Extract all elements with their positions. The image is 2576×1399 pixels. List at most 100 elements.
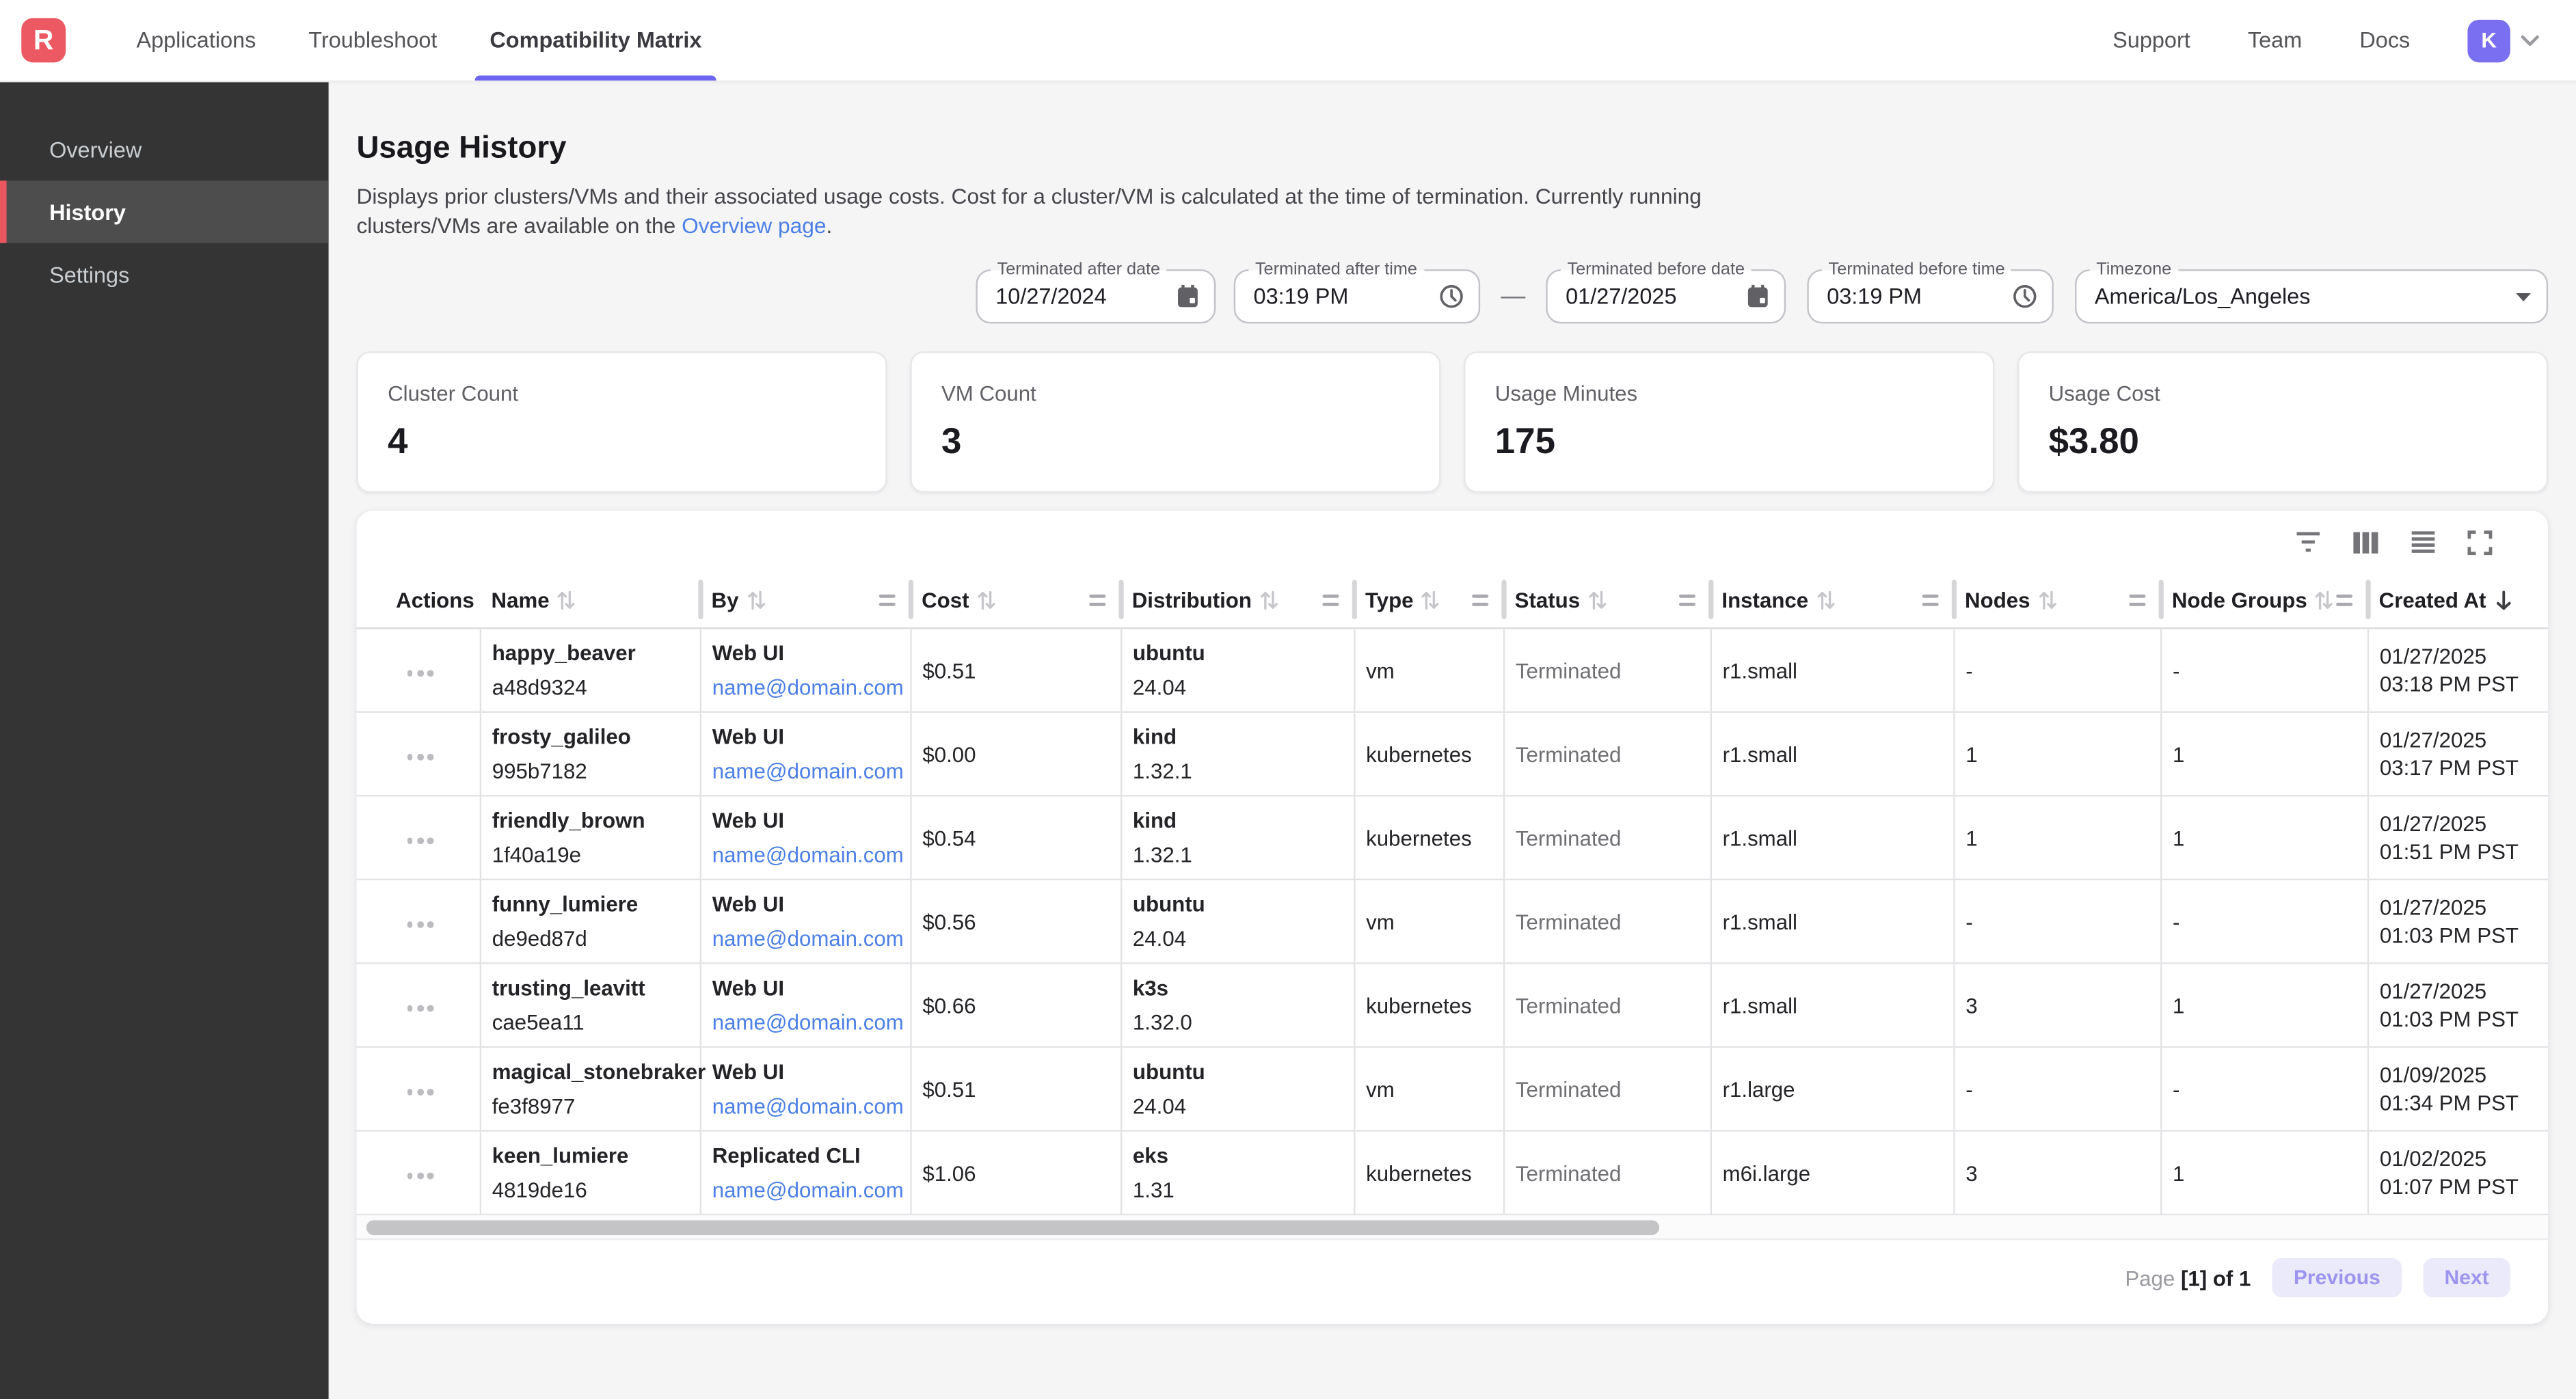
sidebar-item-settings[interactable]: Settings: [0, 243, 329, 305]
horizontal-scrollbar[interactable]: [356, 1215, 2548, 1240]
column-header-node-groups[interactable]: Node Groups: [2160, 573, 2367, 629]
row-actions-button[interactable]: [404, 664, 437, 683]
created-date: 01/09/2025: [2380, 1061, 2542, 1089]
created-time: 01:34 PM PST: [2380, 1089, 2542, 1117]
stat-value: 4: [388, 420, 856, 463]
column-resize-handle[interactable]: [1322, 595, 1339, 606]
terminated-after-date-field[interactable]: Terminated after date 10/27/2024: [976, 269, 1216, 323]
row-actions-button[interactable]: [404, 832, 437, 851]
nodes-cell: -: [1953, 628, 2160, 712]
terminated-before-date-field[interactable]: Terminated before date 01/27/2025: [1546, 269, 1786, 323]
column-resize-handle[interactable]: [1922, 595, 1939, 606]
fullscreen-icon[interactable]: [2466, 528, 2494, 556]
column-header-distribution[interactable]: Distribution: [1121, 573, 1354, 629]
row-actions-button[interactable]: [404, 748, 437, 767]
columns-icon[interactable]: [2351, 528, 2379, 556]
sort-icon[interactable]: [1422, 590, 1440, 611]
column-header-name[interactable]: Name: [480, 573, 700, 629]
terminated-after-time-field[interactable]: Terminated after time 03:19 PM: [1234, 269, 1480, 323]
sort-icon[interactable]: [747, 590, 764, 611]
clock-icon[interactable]: [2013, 284, 2037, 309]
scrollbar-thumb[interactable]: [366, 1219, 1659, 1234]
timezone-select[interactable]: Timezone America/Los_Angeles: [2075, 269, 2548, 323]
sort-icon[interactable]: [1260, 590, 1278, 611]
sort-icon[interactable]: [1816, 590, 1834, 611]
terminated-before-time-field[interactable]: Terminated before time 03:19 PM: [1807, 269, 2053, 323]
nav-item-team[interactable]: Team: [2248, 28, 2302, 53]
email-link[interactable]: name@domain.com: [712, 842, 904, 867]
sort-icon[interactable]: [1588, 590, 1606, 611]
cluster-id: 995b7182: [492, 758, 693, 784]
calendar-icon[interactable]: [1746, 284, 1769, 309]
column-header-status[interactable]: Status: [1503, 573, 1710, 629]
sort-icon[interactable]: [2039, 590, 2056, 611]
account-menu[interactable]: K: [2467, 19, 2540, 62]
range-separator: —: [1480, 282, 1546, 310]
name-cell: frosty_galileo 995b7182: [480, 712, 700, 796]
table-row: happy_beaver a48d9324 Web UI name@domain…: [356, 628, 2548, 712]
row-actions-button[interactable]: [404, 999, 437, 1018]
cluster-name: magical_stonebraker: [492, 1059, 693, 1085]
sidebar-item-overview[interactable]: Overview: [0, 118, 329, 180]
column-header-by[interactable]: By: [700, 573, 911, 629]
stat-value: 3: [941, 420, 1410, 463]
stat-card-cluster-count: Cluster Count 4: [356, 351, 887, 493]
sort-icon[interactable]: [2316, 590, 2333, 611]
by-cell: Web UI name@domain.com: [700, 628, 911, 712]
density-icon[interactable]: [2409, 528, 2437, 556]
sort-desc-icon[interactable]: [2494, 590, 2514, 611]
nav-item-compatibility-matrix[interactable]: Compatibility Matrix: [489, 0, 701, 81]
avatar[interactable]: K: [2467, 19, 2510, 62]
actions-cell: [356, 880, 479, 964]
stat-label: Cluster Count: [388, 381, 856, 406]
row-actions-button[interactable]: [404, 1167, 437, 1186]
column-resize-handle[interactable]: [1679, 595, 1695, 606]
column-header-nodes[interactable]: Nodes: [1953, 573, 2160, 629]
row-actions-button[interactable]: [404, 1083, 437, 1102]
name-cell: happy_beaver a48d9324: [480, 628, 700, 712]
description-line1: Displays prior clusters/VMs and their as…: [356, 184, 1701, 208]
nav-item-docs[interactable]: Docs: [2359, 28, 2410, 53]
status-cell: Terminated: [1503, 712, 1710, 796]
column-header-type[interactable]: Type: [1354, 573, 1503, 629]
column-resize-handle[interactable]: [2336, 595, 2352, 606]
row-actions-button[interactable]: [404, 915, 437, 934]
column-header-instance[interactable]: Instance: [1710, 573, 1954, 629]
sidebar-item-history[interactable]: History: [0, 180, 329, 243]
column-resize-handle[interactable]: [879, 595, 896, 606]
calendar-icon[interactable]: [1177, 284, 1200, 309]
filter-icon[interactable]: [2294, 528, 2322, 556]
email-link[interactable]: name@domain.com: [712, 758, 904, 783]
email-link[interactable]: name@domain.com: [712, 925, 904, 950]
distribution-version: 1.31: [1133, 1177, 1346, 1203]
sort-icon[interactable]: [558, 590, 576, 611]
email-link[interactable]: name@domain.com: [712, 1093, 904, 1117]
stat-card-usage-cost: Usage Cost $3.80: [2017, 351, 2548, 493]
cost-cell: $1.06: [910, 1131, 1121, 1215]
status-cell: Terminated: [1503, 963, 1710, 1047]
column-header-cost[interactable]: Cost: [910, 573, 1121, 629]
email-link[interactable]: name@domain.com: [712, 1177, 904, 1201]
distribution-version: 24.04: [1133, 674, 1346, 700]
column-resize-handle[interactable]: [1089, 595, 1105, 606]
nav-item-support[interactable]: Support: [2112, 28, 2190, 53]
dropdown-caret-icon[interactable]: [2515, 292, 2532, 301]
field-label: Timezone: [2090, 260, 2178, 280]
sort-icon[interactable]: [978, 590, 995, 611]
cost-cell: $0.00: [910, 712, 1121, 796]
nav-item-troubleshoot[interactable]: Troubleshoot: [308, 0, 437, 81]
column-header-created-at[interactable]: Created At: [2367, 573, 2548, 629]
created-by-source: Replicated CLI: [712, 1142, 903, 1168]
next-page-button[interactable]: Next: [2423, 1258, 2510, 1298]
column-resize-handle[interactable]: [2129, 595, 2145, 606]
clock-icon[interactable]: [1439, 284, 1464, 309]
column-resize-handle[interactable]: [1472, 595, 1488, 606]
created-at-cell: 01/27/2025 01:03 PM PST: [2367, 880, 2548, 964]
email-link[interactable]: name@domain.com: [712, 674, 904, 698]
previous-page-button[interactable]: Previous: [2272, 1258, 2402, 1298]
by-cell: Replicated CLI name@domain.com: [700, 1131, 911, 1215]
overview-page-link[interactable]: Overview page: [682, 213, 826, 238]
nav-item-applications[interactable]: Applications: [136, 0, 256, 81]
email-link[interactable]: name@domain.com: [712, 1009, 904, 1034]
nodes-cell: -: [1953, 1047, 2160, 1131]
